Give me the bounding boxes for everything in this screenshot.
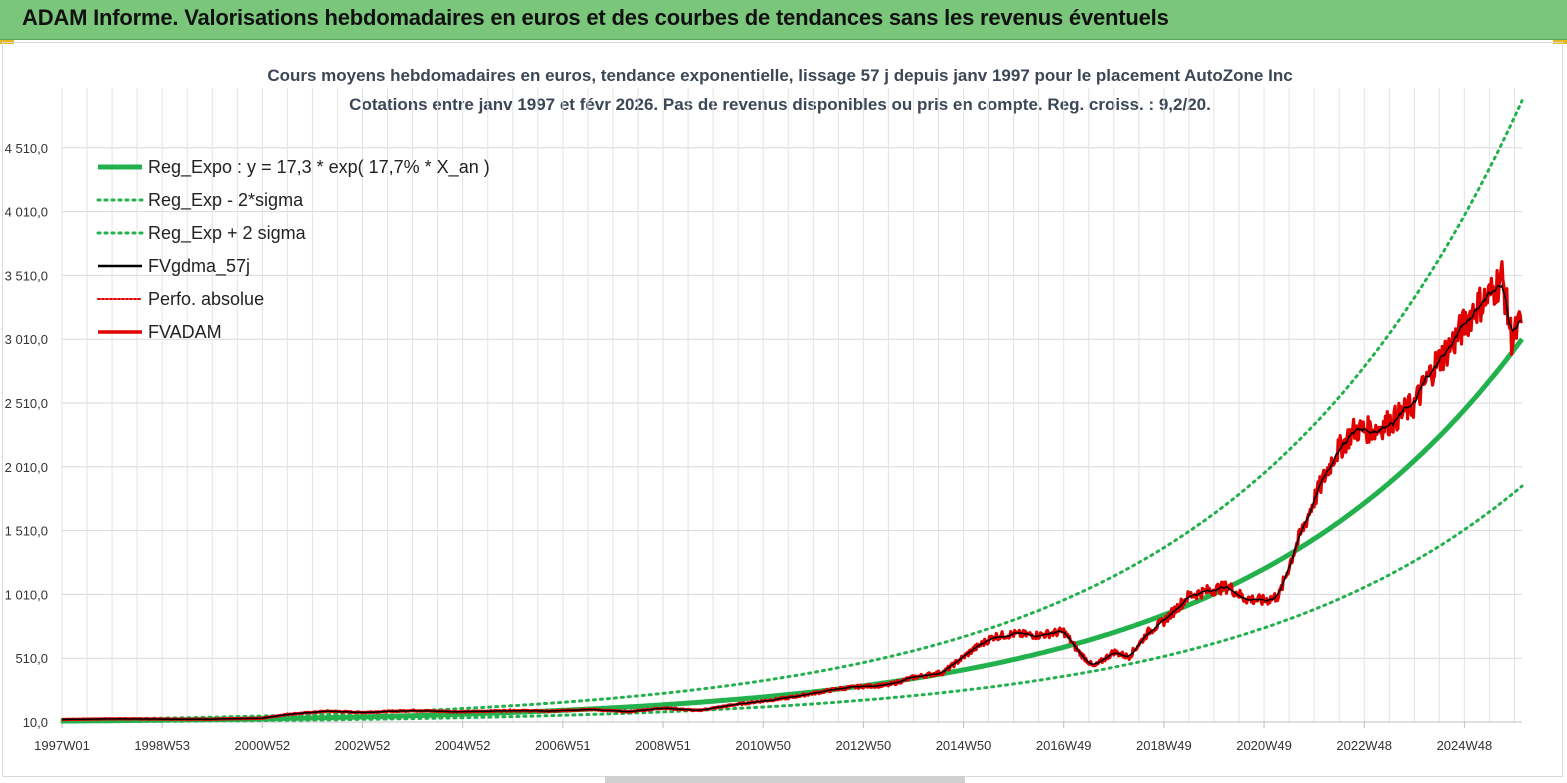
x-tick-label: 2006W51 <box>535 738 591 753</box>
series-lines <box>60 99 1525 724</box>
x-tick-label: 1998W53 <box>134 738 190 753</box>
lower-band-line <box>60 484 1524 724</box>
y-tick-label: 510,0 <box>15 651 48 666</box>
x-tick-label: 2014W50 <box>936 738 992 753</box>
x-tick-label: 1997W01 <box>34 738 90 753</box>
legend-label: Perfo. absolue <box>148 289 264 309</box>
legend-label: Reg_Exp + 2 sigma <box>148 223 307 244</box>
y-tick-label: 1 010,0 <box>5 587 48 602</box>
y-tick-label: 10,0 <box>23 715 48 730</box>
y-tick-label: 2 510,0 <box>5 396 48 411</box>
x-tick-label: 2024W48 <box>1437 738 1493 753</box>
report-title: ADAM Informe. Valorisations hebdomadaire… <box>22 5 1169 30</box>
x-tick-label: 2008W51 <box>635 738 691 753</box>
legend-label: FVgdma_57j <box>148 256 250 277</box>
y-tick-label: 2 010,0 <box>5 460 48 475</box>
chart-title: Cours moyens hebdomadaires en euros, ten… <box>267 66 1292 85</box>
y-tick-label: 4 510,0 <box>5 141 48 156</box>
grid-lines <box>61 88 1522 723</box>
legend: Reg_Expo : y = 17,3 * exp( 17,7% * X_an … <box>96 157 490 342</box>
x-tick-label: 2002W52 <box>335 738 391 753</box>
y-tick-label: 3 010,0 <box>5 332 48 347</box>
legend-label: Reg_Exp - 2*sigma <box>148 190 304 211</box>
x-tick-label: 2018W49 <box>1136 738 1192 753</box>
x-tick-label: 2022W48 <box>1336 738 1392 753</box>
upper-band-line <box>60 99 1524 722</box>
regression-trend-line <box>61 337 1525 724</box>
scroll-strip <box>605 776 965 783</box>
x-tick-label: 2012W50 <box>836 738 892 753</box>
x-tick-label: 2000W52 <box>235 738 291 753</box>
x-tick-label: 2010W50 <box>735 738 791 753</box>
x-tick-label: 2020W49 <box>1236 738 1292 753</box>
fvadam-price-line <box>61 260 1523 722</box>
axes: 10,0 510,0 1 010,0 1 510,0 2 010,0 2 510,0 3 0… <box>5 141 1522 753</box>
x-tick-label: 2016W49 <box>1036 738 1092 753</box>
report-banner: ADAM Informe. Valorisations hebdomadaire… <box>0 0 1567 40</box>
y-tick-label: 3 510,0 <box>5 268 48 283</box>
y-tick-label: 4 010,0 <box>5 205 48 220</box>
x-tick-label: 2004W52 <box>435 738 491 753</box>
legend-label: Reg_Expo : y = 17,3 * exp( 17,7% * X_an … <box>148 157 490 178</box>
chart-subtitle: Cotations entre janv 1997 et févr 2026. … <box>349 95 1211 114</box>
y-tick-label: 1 510,0 <box>5 524 48 539</box>
fvgdma-smoothed-line <box>62 283 1522 721</box>
legend-label: FVADAM <box>148 322 222 342</box>
